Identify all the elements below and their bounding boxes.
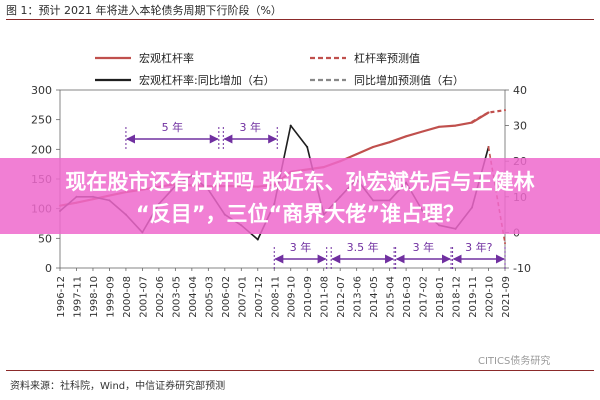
right-tick-label: 30 [513,120,527,133]
x-tick-label: 1996-12 [56,276,67,318]
series-point [388,141,391,144]
x-tick-label: 1997-11 [72,276,83,318]
x-tick-label: 2007-12 [254,276,265,318]
x-tick-label: 2012-07 [336,276,347,318]
title-divider [6,19,594,20]
left-tick-label: 200 [31,143,52,156]
x-tick-label: 2000-08 [122,276,133,318]
annotation-label: 3 年 [240,120,262,134]
source-note: 资料来源：社科院，Wind，中信证券研究部预测 [10,381,226,392]
x-tick-label: 2005-03 [204,276,215,318]
annotation-label: 3 年? [465,240,492,254]
x-tick-label: 2021-09 [501,276,512,318]
series-point [471,121,474,124]
headline-line-1: 现在股市还有杠杆吗 张近东、孙宏斌先后与王健林 [65,170,535,194]
left-tick-label: 250 [31,114,52,127]
x-tick-label: 2015-04 [386,276,397,318]
x-tick-label: 2013-06 [353,276,364,318]
right-tick-label: 40 [513,84,527,97]
series-point [487,111,490,114]
legend-label: 宏观杠杆率:同比增加（右） [139,73,275,87]
source-divider [6,370,594,371]
series-point [504,109,506,112]
x-tick-label: 2014-05 [369,276,380,318]
x-tick-label: 2003-05 [171,276,182,318]
series-point [487,145,490,148]
x-tick-label: 2001-07 [138,276,149,318]
x-tick-label: 2004-04 [188,276,199,318]
x-tick-label: 1998-10 [89,276,100,318]
series-point [355,153,358,156]
x-tick-label: 2006-02 [221,276,232,318]
x-tick-label: 2008-11 [270,276,281,318]
right-tick-label: -10 [513,262,531,275]
annotation-label: 3 年 [290,240,312,254]
legend-label: 杠杆率预测值 [354,51,420,65]
x-tick-label: 2011-08 [320,276,331,318]
x-tick-label: 2018-01 [435,276,446,318]
series-point [454,124,457,127]
x-tick-label: 2009-10 [287,276,298,318]
x-tick-label: 2010-09 [303,276,314,318]
series-point [438,125,441,128]
annotation-label: 5 年 [162,120,184,134]
x-tick-label: 1999-09 [105,276,116,318]
left-tick-label: 300 [31,84,52,97]
left-tick-label: 50 [38,232,52,245]
annotation-label: 3.5 年 [347,240,379,254]
series-line [471,109,506,123]
x-tick-label: 2020-10 [485,276,496,318]
series-point [256,238,259,241]
series-point [306,145,309,148]
headline-overlay [0,158,600,234]
series-point [372,145,375,148]
x-tick-label: 2007-01 [237,276,248,318]
x-tick-label: 2018-12 [452,276,463,318]
headline-line-2: “反目”，三位“商界大佬”谁占理？ [135,202,465,226]
series-point [405,135,408,138]
annotation-label: 3 年 [413,240,435,254]
series-point [504,242,506,245]
watermark: CITICS债务研究 [478,356,551,367]
left-tick-label: 0 [45,262,52,275]
legend-label: 同比增加预测值（右） [354,73,464,87]
series-point [289,124,292,127]
x-tick-label: 2017-02 [419,276,430,318]
x-tick-label: 2016-03 [402,276,413,318]
x-tick-label: 2019-11 [468,276,479,318]
x-tick-label: 2002-06 [155,276,166,318]
legend-label: 宏观杠杆率 [139,51,194,65]
figure-title: 图 1：预计 2021 年将进入本轮债务周期下行阶段（%） [6,4,282,17]
series-point [421,130,424,133]
